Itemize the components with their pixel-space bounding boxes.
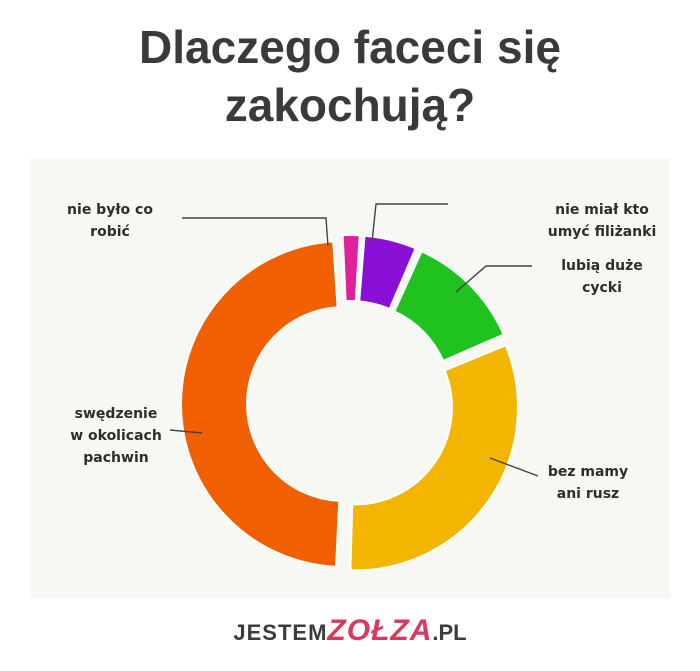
- slice-label: nie miał kto umyć filiżanki: [548, 202, 657, 240]
- slice-label: swędzenie w okolicach pachwin: [70, 406, 162, 466]
- leader-line: [169, 429, 203, 434]
- slice-label: bez mamy ani rusz: [548, 464, 628, 502]
- leader-line: [371, 203, 448, 243]
- leader-line: [455, 265, 532, 293]
- page-title: Dlaczego faceci się zakochują?: [0, 18, 700, 134]
- footer: JESTEMZOŁZA.PL: [0, 606, 700, 656]
- donut-slice: [180, 240, 341, 568]
- title-line-1: Dlaczego faceci się: [139, 21, 561, 73]
- chart-area: nie miał kto umyć filiżanki lubią duże cyck…: [30, 158, 670, 598]
- donut-slice: [358, 234, 417, 311]
- donut-chart: nie miał kto umyć filiżanki lubią duże cyck…: [67, 202, 657, 572]
- slice-label: nie było co robić: [67, 202, 153, 240]
- logo-part-jestem: JESTEM: [233, 620, 328, 645]
- logo-part-zolza: ZOŁZA: [327, 614, 433, 647]
- logo-part-pl: .PL: [432, 620, 467, 645]
- site-logo[interactable]: JESTEMZOŁZA.PL: [233, 614, 467, 647]
- donut-slice: [349, 343, 519, 572]
- slice-label: lubią duże cycki: [561, 258, 643, 296]
- leader-line: [182, 217, 329, 247]
- donut-slice: [341, 234, 361, 303]
- title-line-2: zakochują?: [224, 79, 476, 131]
- donut-slice: [393, 250, 505, 363]
- leader-line: [489, 457, 539, 477]
